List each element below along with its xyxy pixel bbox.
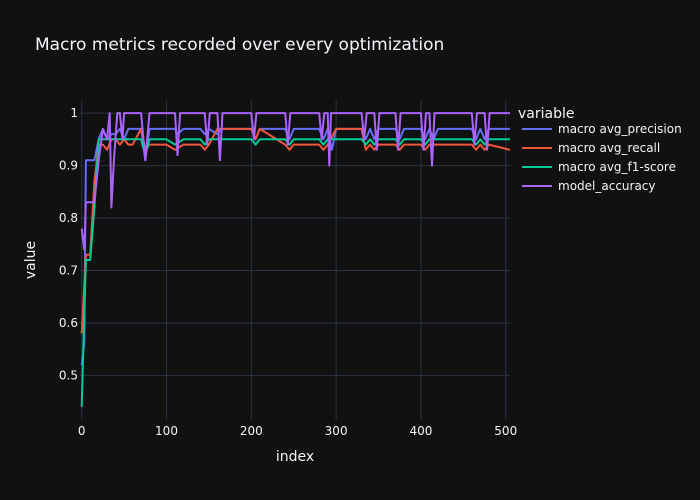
series-group (80, 112, 511, 407)
legend-label: macro avg_precision (558, 122, 682, 136)
y-tick-label: 0.8 (59, 211, 78, 225)
legend-item-macro-avg-f1-score[interactable]: macro avg_f1-score (522, 160, 676, 174)
legend-item-macro-avg-precision[interactable]: macro avg_precision (522, 122, 682, 136)
x-tick-label: 0 (78, 424, 86, 438)
x-tick-label: 300 (325, 424, 348, 438)
legend-label: macro avg_f1-score (558, 160, 676, 174)
legend-label: macro avg_recall (558, 141, 660, 155)
plot-area (80, 100, 510, 420)
tick-labels: 0 100 200 300 400 500 0.5 0.6 0.7 0.8 0.9 1 (59, 106, 517, 438)
x-tick-label: 100 (155, 424, 178, 438)
y-tick-label: 0.9 (59, 159, 78, 173)
x-tick-label: 500 (494, 424, 517, 438)
series-line-macro-avg-f1-score (80, 138, 510, 407)
y-tick-label: 0.5 (59, 368, 78, 382)
x-axis-title: index (276, 449, 314, 465)
x-tick-label: 400 (409, 424, 432, 438)
x-tick-label: 200 (240, 424, 263, 438)
legend-item-macro-avg-recall[interactable]: macro avg_recall (522, 141, 660, 155)
y-axis-title: value (23, 241, 39, 279)
legend-item-model-accuracy[interactable]: model_accuracy (522, 179, 656, 193)
y-tick-label: 1 (70, 106, 78, 120)
legend-title: variable (518, 106, 574, 122)
y-tick-label: 0.7 (59, 263, 78, 277)
legend-label: model_accuracy (558, 179, 656, 193)
y-tick-label: 0.6 (59, 316, 78, 330)
series-line-model-accuracy (80, 112, 510, 251)
chart-title: Macro metrics recorded over every optimi… (35, 35, 444, 55)
